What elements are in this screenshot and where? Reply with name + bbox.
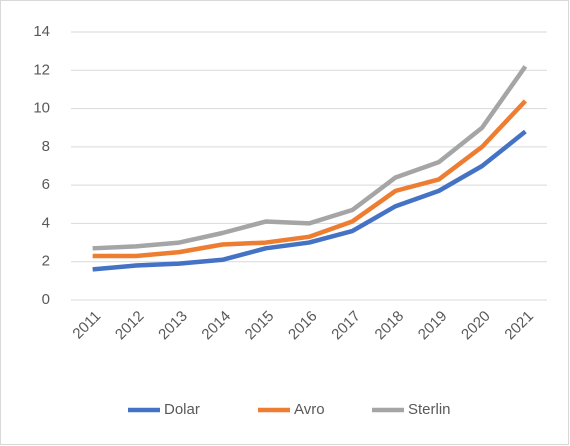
line-series [92, 99, 528, 259]
y-tick-label: 10 [33, 100, 50, 117]
y-tick-label: 12 [33, 61, 50, 78]
legend-label: Dolar [164, 401, 200, 418]
legend-label: Avro [294, 401, 325, 418]
y-tick-label: 14 [33, 23, 50, 40]
line-series [92, 65, 528, 251]
line-series [92, 129, 527, 272]
legend-label: Sterlin [408, 401, 451, 418]
y-tick-label: 0 [42, 291, 50, 308]
y-tick-label: 2 [42, 253, 50, 270]
y-tick-label: 8 [42, 138, 50, 155]
y-tick-label: 6 [42, 176, 50, 193]
y-tick-label: 4 [42, 214, 50, 231]
